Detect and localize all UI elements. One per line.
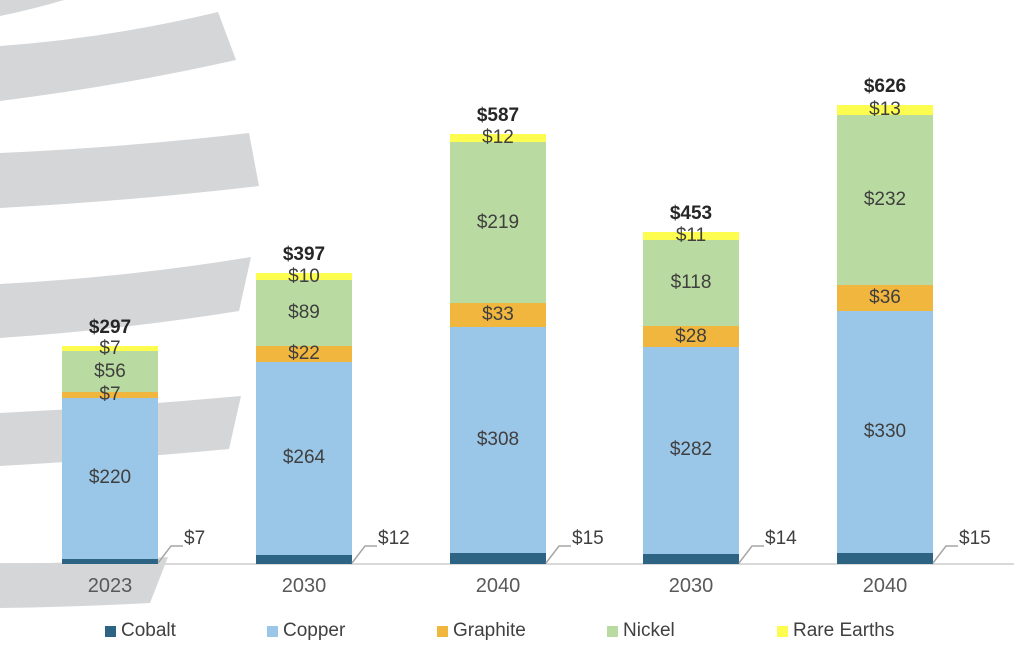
- bar-segment-cobalt: [256, 555, 352, 564]
- legend-swatch-copper: [267, 625, 278, 637]
- legend-label-cobalt: Cobalt: [121, 620, 176, 641]
- bar-segment-rare-earths: [837, 105, 933, 115]
- cobalt-callout-leader-line: [738, 545, 764, 564]
- segment-value-label-rare-earths: $11: [675, 224, 707, 246]
- bar-segment-copper: [450, 327, 546, 553]
- bar-segment-rare-earths: [62, 346, 158, 352]
- segment-value-label-nickel: $219: [476, 211, 520, 233]
- bar-segment-graphite: [643, 326, 739, 347]
- legend-item-graphite: Graphite: [437, 620, 526, 642]
- cobalt-callout-value-label: $15: [572, 528, 604, 549]
- segment-value-label-graphite: $7: [99, 383, 121, 405]
- legend-item-copper: Copper: [267, 620, 345, 642]
- bar-segment-graphite: [62, 392, 158, 398]
- segment-value-label-graphite: $22: [288, 342, 320, 364]
- segment-value-label-rare-earths: $13: [869, 98, 901, 120]
- bar-segment-nickel: [62, 351, 158, 393]
- segment-value-label-copper: $330: [863, 421, 907, 443]
- x-axis-category-label: 2040: [862, 575, 908, 597]
- bar-segment-rare-earths: [256, 272, 352, 281]
- legend-label-rare-earths: Rare Earths: [793, 620, 895, 641]
- x-axis-category-label: 2040: [475, 575, 521, 597]
- legend-swatch-rare-earths: [777, 625, 788, 637]
- bar-total-label: $626: [863, 76, 907, 98]
- bar-segment-graphite: [256, 345, 352, 362]
- bar-segment-rare-earths: [643, 231, 739, 240]
- segment-value-label-nickel: $118: [670, 272, 712, 294]
- bar-segment-cobalt: [62, 558, 158, 564]
- bar-segment-nickel: [837, 114, 933, 285]
- legend-label-nickel: Nickel: [623, 620, 675, 641]
- segment-value-label-rare-earths: $12: [482, 127, 514, 148]
- cobalt-callout-leader-line: [157, 545, 183, 564]
- bar-segment-graphite: [837, 284, 933, 312]
- legend-item-nickel: Nickel: [607, 620, 675, 642]
- segment-value-label-copper: $308: [476, 429, 520, 451]
- cobalt-callout-value-label: $15: [959, 528, 991, 549]
- legend-swatch-graphite: [437, 625, 448, 637]
- segment-value-label-rare-earths: $7: [99, 337, 121, 359]
- segment-value-label-nickel: $56: [94, 360, 126, 382]
- cobalt-callout-value-label: $12: [378, 528, 410, 549]
- bar-segment-cobalt: [450, 553, 546, 564]
- bar-segment-copper: [62, 397, 158, 559]
- bar-segment-copper: [643, 346, 739, 554]
- bar-segment-nickel: [256, 280, 352, 346]
- bar-segment-nickel: [643, 239, 739, 327]
- x-axis-category-label: 2030: [668, 575, 714, 597]
- x-axis-category-label: 2023: [87, 575, 133, 597]
- cobalt-callout-value-label: $7: [184, 528, 206, 549]
- bar-segment-nickel: [450, 142, 546, 303]
- segment-value-label-nickel: $232: [863, 188, 907, 210]
- segment-value-label-copper: $282: [669, 439, 713, 461]
- bar-segment-cobalt: [837, 553, 933, 564]
- bar-total-label: $297: [88, 317, 132, 339]
- x-axis-category-label: 2030: [281, 575, 327, 597]
- legend-label-copper: Copper: [283, 620, 346, 641]
- bar-total-label: $587: [476, 104, 520, 126]
- x-axis-line: [0, 563, 1014, 565]
- bar-total-label: $453: [669, 202, 713, 224]
- legend-swatch-nickel: [607, 625, 618, 637]
- bar-segment-cobalt: [643, 553, 739, 564]
- legend-label-graphite: Graphite: [453, 620, 526, 641]
- bar-segment-copper: [256, 361, 352, 556]
- cobalt-callout-value-label: $14: [765, 528, 797, 549]
- segment-value-label-copper: $264: [282, 447, 326, 469]
- segment-value-label-graphite: $33: [482, 304, 514, 326]
- segment-value-label-rare-earths: $10: [288, 265, 320, 287]
- bar-segment-rare-earths: [450, 133, 546, 143]
- segment-value-label-graphite: $36: [869, 286, 901, 308]
- cobalt-callout-leader-line: [545, 545, 571, 564]
- bar-total-label: $397: [282, 243, 326, 265]
- cobalt-callout-leader-line: [351, 545, 377, 564]
- segment-value-label-graphite: $28: [675, 325, 707, 347]
- legend-swatch-cobalt: [105, 625, 116, 637]
- legend-item-rare-earths: Rare Earths: [777, 620, 894, 642]
- bar-segment-copper: [837, 311, 933, 553]
- segment-value-label-nickel: $89: [288, 301, 320, 323]
- segment-value-label-copper: $220: [88, 467, 132, 489]
- bar-segment-graphite: [450, 302, 546, 328]
- cobalt-callout-leader-line: [932, 545, 958, 564]
- legend-item-cobalt: Cobalt: [105, 620, 176, 642]
